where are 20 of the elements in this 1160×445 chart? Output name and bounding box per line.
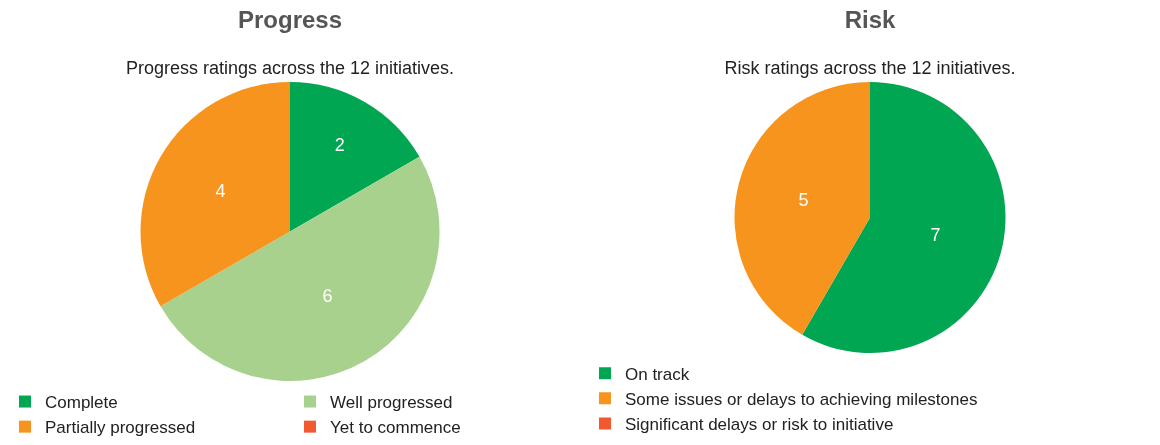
pie-slice — [734, 82, 870, 335]
pie-slice — [290, 82, 420, 232]
legend-label: Some issues or delays to achieving milestones — [625, 389, 978, 409]
legend-label: Partially progressed — [45, 418, 196, 438]
data-label: 5 — [798, 189, 809, 210]
legend-label: Well progressed — [330, 393, 453, 413]
data-label: 2 — [334, 135, 345, 156]
chart-subtitle: Progress ratings across the 12 initiatives. — [125, 58, 455, 79]
data-label: 7 — [930, 225, 941, 246]
pie-slice — [160, 156, 440, 381]
data-label: 6 — [322, 286, 333, 307]
legend-label: Complete — [45, 393, 118, 413]
legend-label: Significant delays or risk to initiative — [625, 415, 894, 435]
data-label: 4 — [215, 181, 226, 202]
pie-slice — [140, 82, 290, 307]
chart-title: Progress — [237, 5, 343, 33]
chart-title: Risk — [844, 5, 896, 33]
legend-label: On track — [625, 364, 690, 384]
legend-label: Yet to commence — [330, 418, 461, 438]
chart-subtitle: Risk ratings across the 12 initiatives. — [724, 58, 1016, 79]
